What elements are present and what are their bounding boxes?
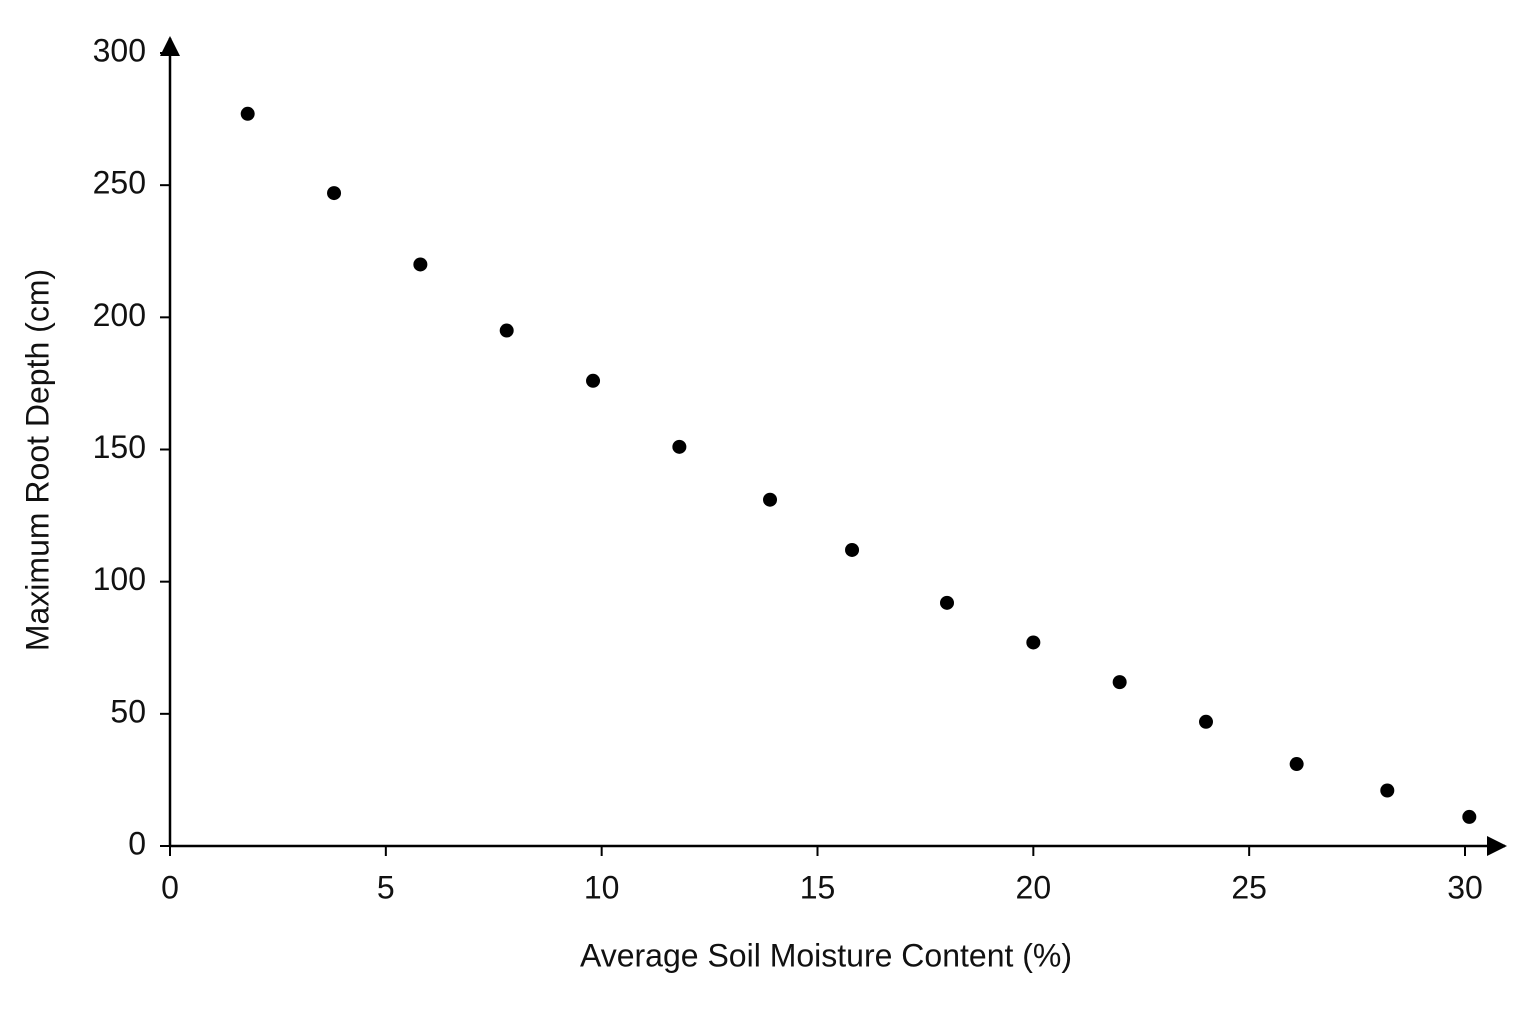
scatter-point — [672, 439, 687, 454]
y-tick-label: 0 — [128, 825, 146, 861]
scatter-point — [1112, 675, 1127, 690]
scatter-point — [1199, 714, 1213, 729]
y-tick-label: 250 — [93, 165, 146, 201]
scatter-point — [240, 106, 255, 121]
scatter-point — [499, 323, 514, 338]
x-axis-label: Average Soil Moisture Content (%) — [580, 937, 1072, 973]
scatter-point — [1289, 757, 1304, 772]
scatter-point — [327, 186, 342, 201]
y-tick-label: 100 — [93, 561, 146, 597]
scatter-point — [845, 542, 860, 557]
x-tick-label: 0 — [161, 869, 179, 905]
scatter-point — [413, 257, 428, 272]
scatter-point — [1026, 635, 1041, 650]
y-tick-label: 50 — [110, 693, 146, 729]
scatter-point — [586, 373, 601, 388]
x-tick-label: 10 — [584, 869, 620, 905]
x-tick-label: 15 — [800, 869, 836, 905]
scatter-point — [940, 595, 954, 610]
x-tick-label: 25 — [1231, 869, 1267, 905]
scatter-point — [1380, 783, 1395, 798]
scatter-point — [1462, 809, 1477, 824]
y-tick-label: 300 — [93, 32, 146, 68]
y-tick-label: 200 — [93, 297, 146, 333]
x-tick-label: 5 — [377, 869, 395, 905]
x-tick-label: 30 — [1447, 869, 1483, 905]
y-axis-label: Maximum Root Depth (cm) — [19, 269, 55, 651]
scatter-point — [763, 492, 778, 507]
x-tick-label: 20 — [1016, 869, 1052, 905]
y-tick-label: 150 — [93, 429, 146, 465]
